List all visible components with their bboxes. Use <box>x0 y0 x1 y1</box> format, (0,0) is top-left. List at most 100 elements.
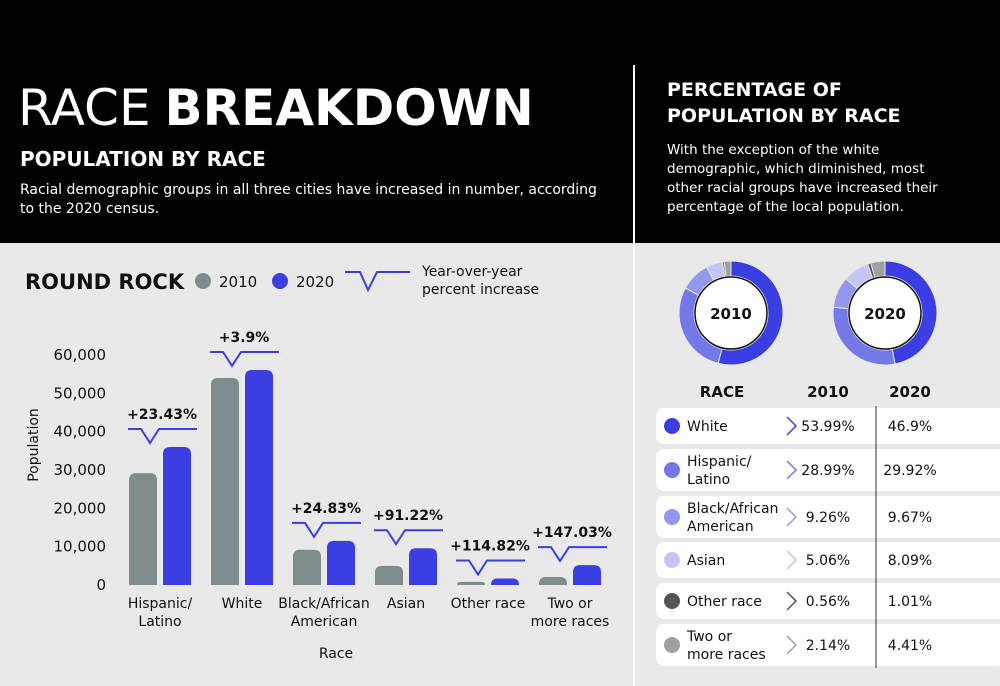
bar <box>539 576 567 585</box>
row-swatch <box>664 637 680 653</box>
x-tick-label: Two or more races <box>531 596 610 630</box>
table-row <box>656 449 1000 491</box>
table-row <box>656 408 1000 444</box>
increase-marker <box>292 521 361 539</box>
legend-label: 2020 <box>296 273 334 291</box>
increase-label: +91.22% <box>373 508 443 524</box>
row-value: 8.09% <box>888 553 932 569</box>
table-column-header: 2020 <box>889 383 931 401</box>
row-value: 46.9% <box>888 419 932 435</box>
row-label: Asian <box>687 553 725 569</box>
title-light: RACE <box>18 79 151 137</box>
donut-segment <box>870 260 886 279</box>
increase-label: +114.82% <box>450 538 530 554</box>
table-row <box>656 496 1000 538</box>
legend-label: 2010 <box>219 273 257 291</box>
table-column-header: 2010 <box>807 383 849 401</box>
bar <box>245 369 273 585</box>
y-tick-label: 0 <box>96 576 106 594</box>
row-swatch <box>664 418 680 434</box>
bar <box>163 447 191 585</box>
row-label: Hispanic/Latino <box>687 454 752 488</box>
x-tick-label: Other race <box>451 596 526 612</box>
y-tick-label: 10,000 <box>54 538 107 556</box>
donut-label: 2010 <box>710 305 752 323</box>
row-label: White <box>687 419 728 435</box>
bar <box>293 549 321 585</box>
legend-swatch <box>195 273 211 289</box>
chart-title: ROUND ROCK <box>25 270 185 294</box>
x-axis-label: Race <box>319 646 353 662</box>
page-title: RACE BREAKDOWN <box>18 79 534 137</box>
donut-center <box>848 276 922 350</box>
increase-label: +147.03% <box>532 525 612 541</box>
row-swatch <box>664 552 680 568</box>
row-swatch <box>664 509 680 525</box>
side-description: With the exception of the white demograph… <box>667 142 938 215</box>
y-axis-label: Population <box>26 408 42 482</box>
row-chevron <box>786 550 798 570</box>
donut-center <box>694 276 768 350</box>
bar <box>375 565 403 585</box>
increase-marker <box>456 559 525 577</box>
row-label: Two or more races <box>686 629 766 663</box>
legend-annotation-symbol <box>345 271 410 293</box>
row-value: 1.01% <box>888 594 932 610</box>
row-chevron <box>786 507 798 527</box>
increase-marker <box>538 546 607 563</box>
row-label: Other race <box>687 594 762 610</box>
y-tick-label: 60,000 <box>54 346 107 364</box>
increase-label: +24.83% <box>291 501 361 517</box>
y-tick-label: 40,000 <box>54 423 107 441</box>
row-value: 29.92% <box>883 463 936 479</box>
x-tick-label: White <box>222 596 263 612</box>
donut-label: 2020 <box>864 305 906 323</box>
y-tick-label: 50,000 <box>54 384 107 402</box>
row-swatch <box>664 462 680 478</box>
row-value: 28.99% <box>801 463 854 479</box>
row-chevron <box>786 460 798 480</box>
table-row <box>656 624 1000 666</box>
row-value: 5.06% <box>806 553 850 569</box>
bar <box>409 548 437 585</box>
bar <box>129 473 157 585</box>
header-band <box>0 0 1000 243</box>
table-row <box>656 542 1000 578</box>
row-value: 4.41% <box>888 638 932 654</box>
increase-marker <box>374 529 443 547</box>
donut-segment <box>717 260 784 366</box>
row-value: 9.26% <box>806 510 850 526</box>
donut-segment <box>723 260 732 277</box>
bar <box>573 565 601 585</box>
row-value: 53.99% <box>801 419 854 435</box>
y-tick-label: 20,000 <box>54 499 107 517</box>
row-value: 2.14% <box>806 638 850 654</box>
increase-label: +23.43% <box>127 407 197 423</box>
bar <box>211 378 239 585</box>
y-tick-label: 30,000 <box>54 461 107 479</box>
x-tick-label: Asian <box>387 596 425 612</box>
table-column-header: RACE <box>700 383 744 401</box>
title-bold: BREAKDOWN <box>165 79 534 137</box>
x-tick-label: Hispanic/Latino <box>128 596 193 630</box>
legend-swatch <box>272 273 288 289</box>
x-tick-label: Black/African American <box>278 596 369 630</box>
side-title: PERCENTAGE OF POPULATION BY RACE <box>667 79 901 127</box>
subtitle: POPULATION BY RACE <box>20 147 266 171</box>
legend-annotation-label: Year-over-year percent increase <box>421 264 539 298</box>
increase-marker <box>210 350 279 368</box>
increase-label: +3.9% <box>219 330 270 346</box>
increase-marker <box>128 428 197 445</box>
table-row <box>656 583 1000 619</box>
description: Racial demographic groups in all three c… <box>20 182 597 217</box>
row-chevron <box>786 591 798 611</box>
bar <box>457 581 485 585</box>
row-chevron <box>786 416 798 436</box>
row-value: 9.67% <box>888 510 932 526</box>
row-value: 0.56% <box>806 594 850 610</box>
row-chevron <box>786 635 798 655</box>
bar <box>491 578 519 585</box>
row-swatch <box>664 593 680 609</box>
row-label: Black/African American <box>687 501 778 535</box>
